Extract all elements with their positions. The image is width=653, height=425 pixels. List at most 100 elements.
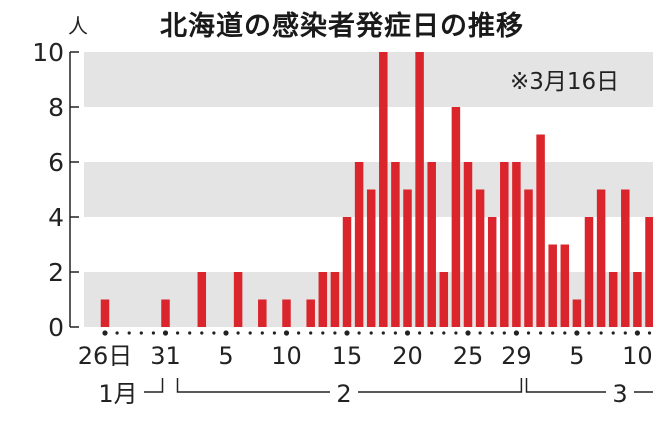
x-dot <box>587 331 590 334</box>
x-dot <box>405 330 410 335</box>
x-dot <box>333 331 336 334</box>
x-dot <box>563 331 566 334</box>
bar <box>488 217 497 327</box>
x-dot <box>128 331 131 334</box>
x-dot <box>612 331 615 334</box>
x-dot <box>527 331 530 334</box>
x-dot <box>491 331 494 334</box>
x-dot <box>465 330 470 335</box>
bar <box>452 107 461 327</box>
bar <box>234 272 243 327</box>
x-dot <box>237 331 240 334</box>
bar <box>282 300 291 328</box>
bar <box>548 245 557 328</box>
month-label-feb: 2 <box>336 380 351 408</box>
bar <box>633 272 642 327</box>
x-dot <box>309 331 312 334</box>
x-dot <box>382 331 385 334</box>
bar <box>561 245 570 328</box>
annotation-label: ※3月16日 <box>510 69 619 95</box>
bar <box>512 162 521 327</box>
bar <box>367 190 376 328</box>
bar <box>331 272 340 327</box>
x-dot <box>297 331 300 334</box>
x-dot <box>140 331 143 334</box>
y-tick-label: 2 <box>48 258 64 287</box>
month-label-jan: 1月 <box>98 380 137 408</box>
bar <box>379 52 388 327</box>
bar <box>198 272 207 327</box>
y-tick-label: 6 <box>48 148 64 177</box>
x-dot <box>102 330 107 335</box>
bar <box>415 52 424 327</box>
bar <box>306 300 315 328</box>
x-tick-label: 15 <box>332 342 363 370</box>
x-dot <box>624 331 627 334</box>
x-tick-label: 10 <box>271 342 302 370</box>
bar <box>464 162 473 327</box>
x-dot <box>261 331 264 334</box>
x-dot <box>116 331 119 334</box>
x-dot <box>212 331 215 334</box>
x-dot <box>223 330 228 335</box>
x-dot <box>284 330 289 335</box>
bar <box>391 162 400 327</box>
x-dot <box>503 331 506 334</box>
month-bracket-mar <box>527 378 607 392</box>
y-axis-unit: 人 <box>68 10 88 39</box>
month-label-mar: 3 <box>612 380 627 408</box>
x-dot <box>539 331 542 334</box>
chart-title: 北海道の感染者発症日の推移 <box>160 4 524 43</box>
bar <box>355 162 364 327</box>
x-tick-label: 10 <box>622 342 653 370</box>
x-dot <box>551 331 554 334</box>
x-dot <box>514 330 519 335</box>
x-dot <box>574 330 579 335</box>
x-tick-label: 29 <box>501 342 532 370</box>
bar <box>524 190 533 328</box>
month-bracket-jan <box>144 378 163 392</box>
x-dot <box>648 331 651 334</box>
y-tick-label: 8 <box>48 93 64 122</box>
x-dot <box>479 331 482 334</box>
x-dot <box>344 330 349 335</box>
month-bracket-feb-left <box>178 378 331 392</box>
bar <box>343 217 352 327</box>
x-dot <box>600 331 603 334</box>
bar <box>427 162 436 327</box>
x-tick-label: 20 <box>392 342 423 370</box>
x-dot <box>321 331 324 334</box>
x-dot <box>370 331 373 334</box>
x-dot <box>176 331 179 334</box>
bar <box>319 272 328 327</box>
y-tick-label: 0 <box>48 313 64 342</box>
bar <box>500 162 509 327</box>
bar <box>621 190 630 328</box>
bar <box>645 217 653 327</box>
bar <box>403 190 412 328</box>
bar <box>585 217 594 327</box>
bar <box>476 190 485 328</box>
bar <box>597 190 606 328</box>
bar <box>161 300 170 328</box>
bar <box>101 300 110 328</box>
bar <box>573 300 582 328</box>
x-dot <box>358 331 361 334</box>
x-dot <box>418 331 421 334</box>
x-dot <box>394 331 397 334</box>
x-dot <box>635 330 640 335</box>
bar <box>258 300 267 328</box>
x-dot <box>188 331 191 334</box>
bar <box>536 135 545 328</box>
x-dot <box>442 331 445 334</box>
x-tick-label: 26日 <box>78 342 133 370</box>
x-tick-label: 25 <box>453 342 484 370</box>
x-dot <box>249 331 252 334</box>
y-tick-label: 4 <box>48 203 64 232</box>
x-dot <box>152 331 155 334</box>
month-bracket-feb-right <box>358 378 521 392</box>
y-tick-label: 10 <box>32 38 64 67</box>
x-dot <box>200 331 203 334</box>
